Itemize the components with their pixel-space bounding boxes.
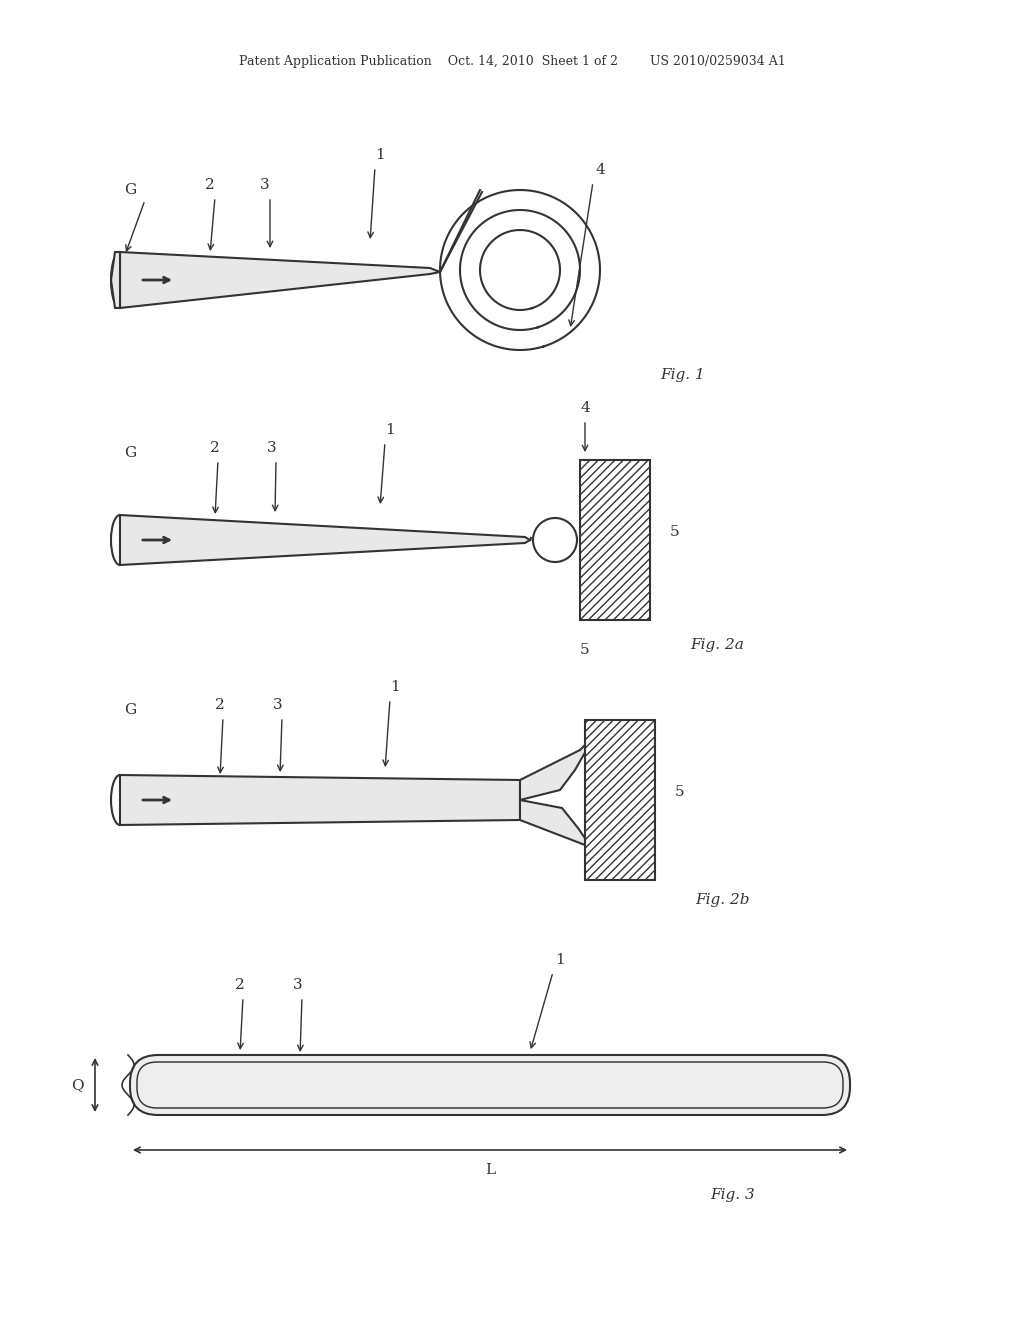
Text: 2: 2 xyxy=(236,978,245,993)
Polygon shape xyxy=(120,515,530,565)
FancyBboxPatch shape xyxy=(130,1055,850,1115)
Text: 1: 1 xyxy=(390,680,400,694)
Polygon shape xyxy=(520,735,595,800)
Text: 3: 3 xyxy=(267,441,276,455)
Text: 2: 2 xyxy=(205,178,215,191)
Text: G: G xyxy=(124,446,136,459)
Polygon shape xyxy=(520,800,600,861)
Bar xyxy=(585,719,655,880)
Text: 1: 1 xyxy=(555,953,565,968)
Text: Fig. 1: Fig. 1 xyxy=(660,368,705,381)
Text: Patent Application Publication    Oct. 14, 2010  Sheet 1 of 2        US 2010/025: Patent Application Publication Oct. 14, … xyxy=(239,55,785,69)
Bar xyxy=(580,459,650,620)
Text: 5: 5 xyxy=(675,785,685,799)
Text: 3: 3 xyxy=(260,178,269,191)
Text: 1: 1 xyxy=(385,422,395,437)
Polygon shape xyxy=(120,775,520,825)
Text: 1: 1 xyxy=(375,148,385,162)
Polygon shape xyxy=(111,252,120,308)
Text: 5: 5 xyxy=(581,643,590,657)
Text: 5: 5 xyxy=(670,525,680,539)
Text: Fig. 3: Fig. 3 xyxy=(710,1188,755,1203)
Polygon shape xyxy=(120,252,440,308)
Text: 4: 4 xyxy=(595,162,605,177)
Text: Fig. 2b: Fig. 2b xyxy=(695,894,750,907)
Text: 2: 2 xyxy=(215,698,225,711)
Text: G: G xyxy=(124,704,136,717)
Text: 3: 3 xyxy=(273,698,283,711)
Text: Fig. 2a: Fig. 2a xyxy=(690,638,743,652)
Text: G: G xyxy=(124,183,136,197)
Text: 3: 3 xyxy=(293,978,303,993)
Text: L: L xyxy=(485,1163,495,1177)
Text: 4: 4 xyxy=(581,401,590,414)
Text: Q: Q xyxy=(71,1078,83,1092)
Text: 2: 2 xyxy=(210,441,220,455)
